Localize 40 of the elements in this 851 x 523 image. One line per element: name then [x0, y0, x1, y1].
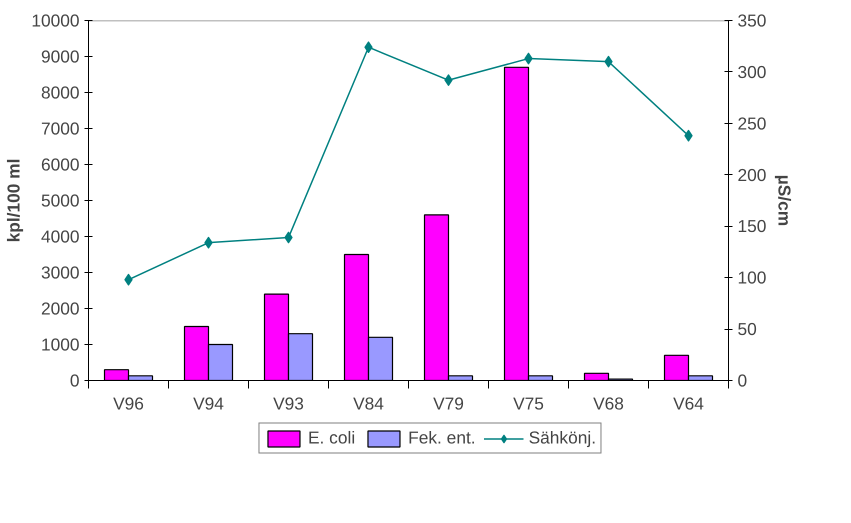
x-tick-label: V79 — [433, 394, 464, 414]
y-tick-label: 4000 — [40, 226, 80, 246]
legend-label: Sähkönj. — [528, 428, 596, 448]
y2-tick-label: 300 — [738, 62, 766, 82]
point — [204, 236, 213, 249]
x-tick-label: V68 — [593, 394, 624, 414]
point — [604, 56, 613, 68]
x-tick-label: V84 — [353, 394, 384, 414]
y2-tick-label: 250 — [738, 113, 766, 134]
y2-tick-label: 0 — [738, 370, 748, 390]
y2-tick-label: 150 — [738, 216, 766, 236]
y-axis-title: kpl/100 ml — [3, 158, 24, 242]
point — [364, 41, 373, 54]
x-tick-label: V96 — [113, 394, 144, 414]
y-tick-label: 0 — [70, 370, 80, 390]
y2-tick-label: 350 — [738, 10, 766, 30]
x-tick-label: V75 — [513, 394, 544, 414]
y-tick-label: 7000 — [40, 118, 80, 138]
x-tick-label: V93 — [273, 394, 304, 414]
y2-tick-label: 100 — [738, 268, 766, 288]
y-tick-label: 1000 — [40, 334, 80, 354]
legend-label: E. coli — [308, 428, 356, 448]
point — [124, 274, 133, 286]
y-tick-label: 6000 — [40, 154, 80, 174]
y2-tick-label: 200 — [738, 164, 766, 185]
y2-tick-label: 50 — [738, 319, 757, 340]
point — [684, 130, 693, 142]
point — [284, 232, 293, 244]
y-tick-label: 5000 — [40, 190, 80, 210]
y-tick-label: 3000 — [40, 262, 80, 282]
y-tick-label: 10000 — [31, 10, 80, 30]
point — [524, 52, 533, 65]
y2-axis-title: µS/cm — [774, 174, 794, 226]
legend-label: Fek. ent. — [408, 428, 476, 448]
point — [444, 74, 453, 86]
y-tick-label: 2000 — [40, 298, 80, 318]
x-tick-label: V64 — [673, 394, 704, 414]
y-tick-label: 9000 — [40, 46, 80, 66]
y-tick-label: 8000 — [40, 82, 80, 102]
x-tick-label: V94 — [193, 394, 224, 414]
